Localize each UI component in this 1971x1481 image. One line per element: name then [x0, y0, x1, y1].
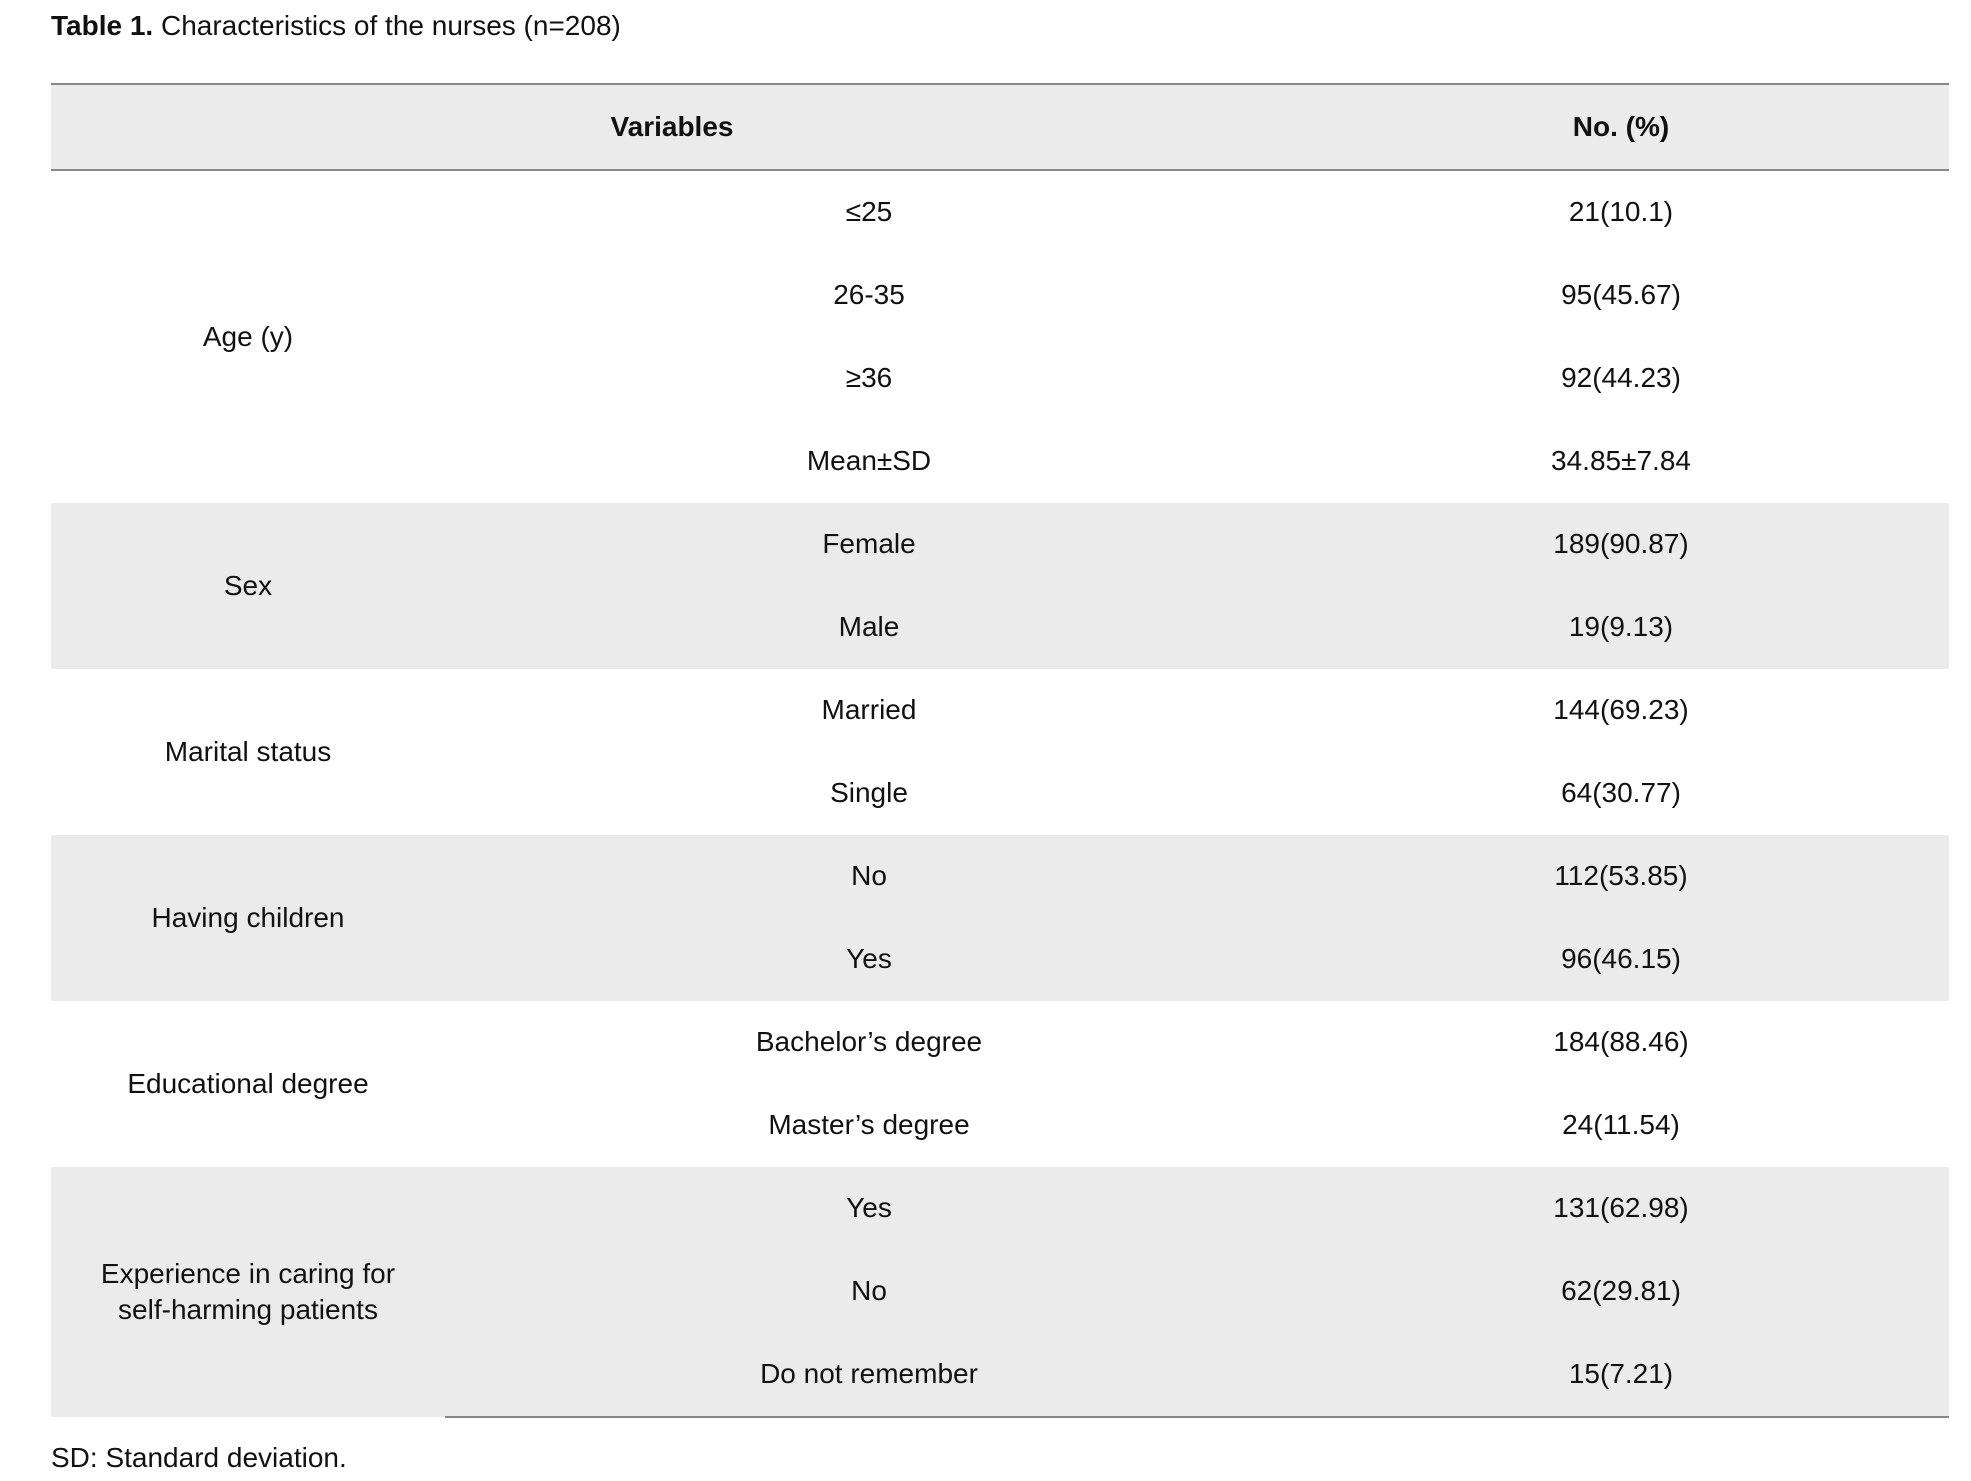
header-row: Variables No. (%) [51, 83, 1949, 171]
row-value: 64(30.77) [1561, 777, 1681, 809]
table-row: Yes 96(46.15) [51, 918, 1949, 1001]
group-name: Experience in caring for self-harming pa… [51, 1167, 445, 1417]
table-title: Characteristics of the nurses (n=208) [160, 10, 621, 41]
row-label: Married [821, 694, 917, 726]
row-value: 92(44.23) [1561, 362, 1681, 394]
group-name: Educational degree [127, 1067, 369, 1099]
row-label: Mean±SD [806, 445, 932, 477]
row-label: ≤25 [845, 196, 893, 228]
row-value: 19(9.13) [1293, 586, 1949, 669]
row-label: Bachelor’s degree [755, 1026, 983, 1058]
group-name: Sex [51, 503, 445, 669]
row-value: 21(10.1) [1568, 196, 1674, 228]
row-value: 96(46.15) [1293, 918, 1949, 1001]
row-label: ≥36 [845, 362, 893, 394]
table-row: Single 64(30.77) [51, 752, 1949, 835]
table-label: Table 1. [51, 10, 154, 41]
row-value: 34.85±7.84 [1551, 445, 1691, 477]
group-name: Having children [51, 835, 445, 1001]
header-variables: Variables [51, 83, 1293, 171]
row-label: Male [445, 586, 1293, 669]
table-row: Experience in caring for self-harming pa… [51, 1167, 1949, 1417]
row-label: No [445, 835, 1293, 918]
row-value: 131(62.98) [1293, 1167, 1949, 1250]
footnote: SD: Standard deviation. [51, 1442, 347, 1473]
table-row: Master’s degree 24(11.54) [51, 1084, 1949, 1167]
table-row: 26-35 95(45.67) [51, 254, 1949, 337]
row-label: No [445, 1250, 1293, 1333]
table-row: Having children No 112(53.85) [51, 835, 1949, 1001]
row-label: Yes [445, 918, 1293, 1001]
table-row: Mean±SD 34.85±7.84 [51, 420, 1949, 503]
characteristics-table: Variables No. (%) Age (y) ≤25 21(10.1) 26-3… [51, 83, 1949, 1418]
table-row: ≥36 92(44.23) [51, 337, 1949, 420]
row-value: 112(53.85) [1293, 835, 1949, 918]
table-row: Educational degree Bachelor’s degree 184(8… [51, 1001, 1949, 1099]
table-row: Male 19(9.13) [51, 586, 1949, 669]
group-name: Marital status [164, 735, 332, 767]
table-row: Age (y) ≤25 21(10.1) [51, 170, 1949, 352]
row-value: 15(7.21) [1293, 1333, 1949, 1418]
row-value: 144(69.23) [1553, 694, 1689, 726]
row-value: 189(90.87) [1293, 503, 1949, 586]
header-value: No. (%) [1293, 83, 1949, 171]
row-label: Master’s degree [768, 1109, 970, 1141]
table-row: Do not remember 15(7.21) [51, 1333, 1949, 1418]
group-name: Age (y) [202, 320, 294, 352]
row-label: Do not remember [445, 1333, 1293, 1418]
row-label: Female [445, 503, 1293, 586]
row-value: 62(29.81) [1293, 1250, 1949, 1333]
row-label: Yes [445, 1167, 1293, 1250]
table-row: No 62(29.81) [51, 1250, 1949, 1333]
row-value: 184(88.46) [1553, 1026, 1689, 1058]
row-label: 26-35 [833, 279, 905, 311]
row-label: Single [830, 777, 908, 809]
table-caption: Table 1. Characteristics of the nurses (… [51, 10, 621, 42]
table-row: Sex Female 189(90.87) [51, 503, 1949, 669]
row-value: 95(45.67) [1561, 279, 1681, 311]
row-value: 24(11.54) [1562, 1109, 1680, 1141]
table-row: Marital status Married 144(69.23) [51, 669, 1949, 767]
